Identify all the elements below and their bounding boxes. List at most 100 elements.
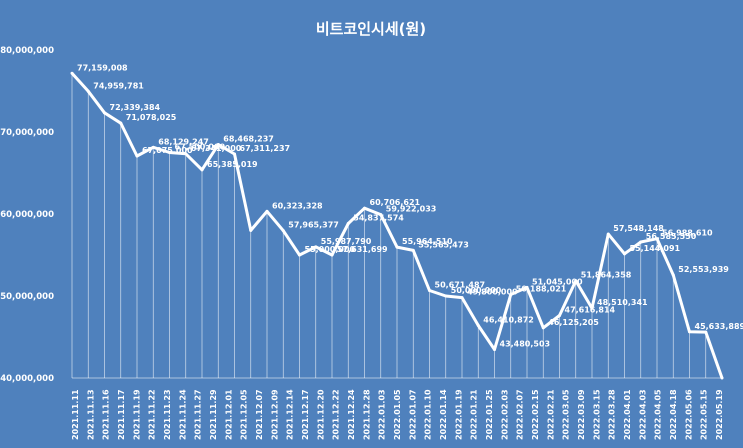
- data-point: [363, 206, 366, 210]
- data-label: 67,341,000: [191, 144, 242, 153]
- data-label: 52,553,939: [678, 265, 729, 274]
- data-point: [135, 154, 139, 158]
- data-label: 77,159,008: [77, 63, 128, 72]
- x-tick-label: 2022.04.05: [654, 389, 663, 440]
- data-label: 67,500,000: [175, 143, 226, 152]
- x-tick-label: 2022.02.07: [516, 389, 525, 440]
- data-label: 55,565,473: [418, 240, 469, 249]
- drop-lines: [71, 73, 707, 378]
- data-point: [639, 240, 643, 244]
- data-label: 50,671,487: [435, 280, 486, 289]
- data-label: 68,129,247: [158, 137, 209, 146]
- data-labels: 77,159,008 74,959,781 72,339,38471,078,025…: [77, 63, 743, 348]
- data-point: [168, 151, 171, 154]
- x-tick-label: 2022.04.03: [638, 389, 647, 440]
- x-tick-label: 2021.12.09: [270, 389, 279, 440]
- x-tick-label: 2021.11.19: [132, 389, 141, 440]
- data-point: [704, 330, 708, 334]
- x-tick-label: 2021.11.27: [194, 389, 203, 440]
- data-point: [103, 111, 106, 115]
- data-label: 45,633,889: [695, 322, 743, 331]
- data-point: [476, 324, 480, 328]
- x-tick-label: 2022.01.25: [485, 389, 494, 440]
- data-label: 47,616,814: [565, 306, 616, 315]
- x-tick-label: 2021.11.11: [71, 389, 80, 440]
- data-label: 65,385,019: [207, 160, 258, 169]
- data-label: 67,075,000: [142, 146, 193, 155]
- data-label: 60,323,328: [272, 201, 323, 210]
- x-tick-label: 2022.03.28: [608, 389, 617, 440]
- data-label: 46,410,872: [483, 316, 534, 325]
- x-tick-label: 2022.02.21: [546, 389, 555, 440]
- data-point: [444, 294, 448, 298]
- data-label: 48,510,341: [597, 298, 648, 307]
- x-tick-label: 2021.12.01: [224, 389, 233, 440]
- x-tick-label: 2022.03.15: [592, 389, 601, 440]
- data-point: [688, 330, 691, 334]
- data-label: 55,987,790: [321, 237, 372, 246]
- x-tick-label: 2022.01.07: [408, 389, 417, 440]
- y-tick-label: 60,000,000: [0, 210, 54, 220]
- data-point: [86, 89, 90, 93]
- x-tick-label: 2021.11.16: [102, 389, 111, 440]
- x-tick-label: 2021.11.29: [209, 389, 218, 440]
- x-tick-label: 2022.04.18: [669, 389, 678, 440]
- data-label: 60,706,621: [370, 198, 421, 207]
- x-tick-label: 2022.01.05: [393, 389, 402, 440]
- y-tick-label: 40,000,000: [0, 374, 54, 384]
- x-tick-label: 2022.01.14: [439, 389, 448, 440]
- data-label: 72,339,384: [110, 103, 161, 112]
- data-point: [314, 245, 318, 249]
- x-axis: 2021.11.11 2021.11.13 2021.11.16 2021.11.17…: [71, 377, 724, 440]
- data-point: [151, 145, 155, 149]
- data-point: [379, 213, 383, 217]
- data-label: 56,988,610: [662, 229, 713, 238]
- x-tick-label: 2021.12.24: [347, 389, 356, 440]
- data-point: [606, 232, 610, 236]
- data-point: [346, 222, 350, 226]
- x-tick-label: 2021.11.17: [117, 389, 126, 440]
- x-tick-label: 2022.01.21: [470, 389, 479, 440]
- data-point: [70, 71, 74, 75]
- data-point: [541, 326, 545, 330]
- x-tick-label: 2021.11.24: [178, 389, 187, 440]
- data-point: [395, 245, 399, 249]
- x-tick-label: 2021.12.05: [240, 389, 249, 440]
- price-series: [70, 71, 724, 380]
- x-tick-label: 2022.01.10: [424, 389, 433, 440]
- x-tick-label: 2022.04.01: [623, 389, 632, 440]
- data-label: 57,631,699: [337, 245, 388, 254]
- data-point: [623, 252, 626, 256]
- data-label: 57,965,377: [288, 221, 339, 230]
- x-tick-label: 2021.12.22: [332, 389, 341, 440]
- data-point: [298, 253, 301, 257]
- data-label: 71,078,025: [126, 113, 177, 122]
- data-point: [590, 306, 594, 310]
- data-label: 55,964,510: [402, 237, 453, 246]
- data-point: [119, 121, 123, 125]
- data-point: [200, 168, 204, 172]
- data-point: [265, 209, 269, 213]
- x-tick-label: 2022.05.15: [700, 389, 709, 440]
- x-tick-label: 2021.12.14: [286, 389, 295, 440]
- x-tick-label: 2022.03.09: [577, 389, 586, 440]
- y-tick-label: 80,000,000: [0, 46, 54, 56]
- data-point: [249, 228, 253, 232]
- data-label: 55,144,091: [630, 244, 681, 253]
- data-point: [184, 152, 188, 156]
- data-point: [655, 237, 659, 241]
- data-label: 43,480,503: [500, 339, 551, 348]
- data-label: 54,837,574: [353, 214, 404, 223]
- data-label: 59,922,033: [386, 205, 437, 214]
- data-point: [525, 285, 529, 289]
- data-point: [493, 347, 496, 351]
- data-label: 50,188,021: [516, 284, 567, 293]
- y-tick-label: 50,000,000: [0, 292, 54, 302]
- data-point: [574, 279, 578, 283]
- data-point: [281, 229, 285, 233]
- data-label: 67,311,237: [240, 144, 291, 153]
- data-point: [720, 376, 724, 380]
- data-point: [509, 292, 513, 296]
